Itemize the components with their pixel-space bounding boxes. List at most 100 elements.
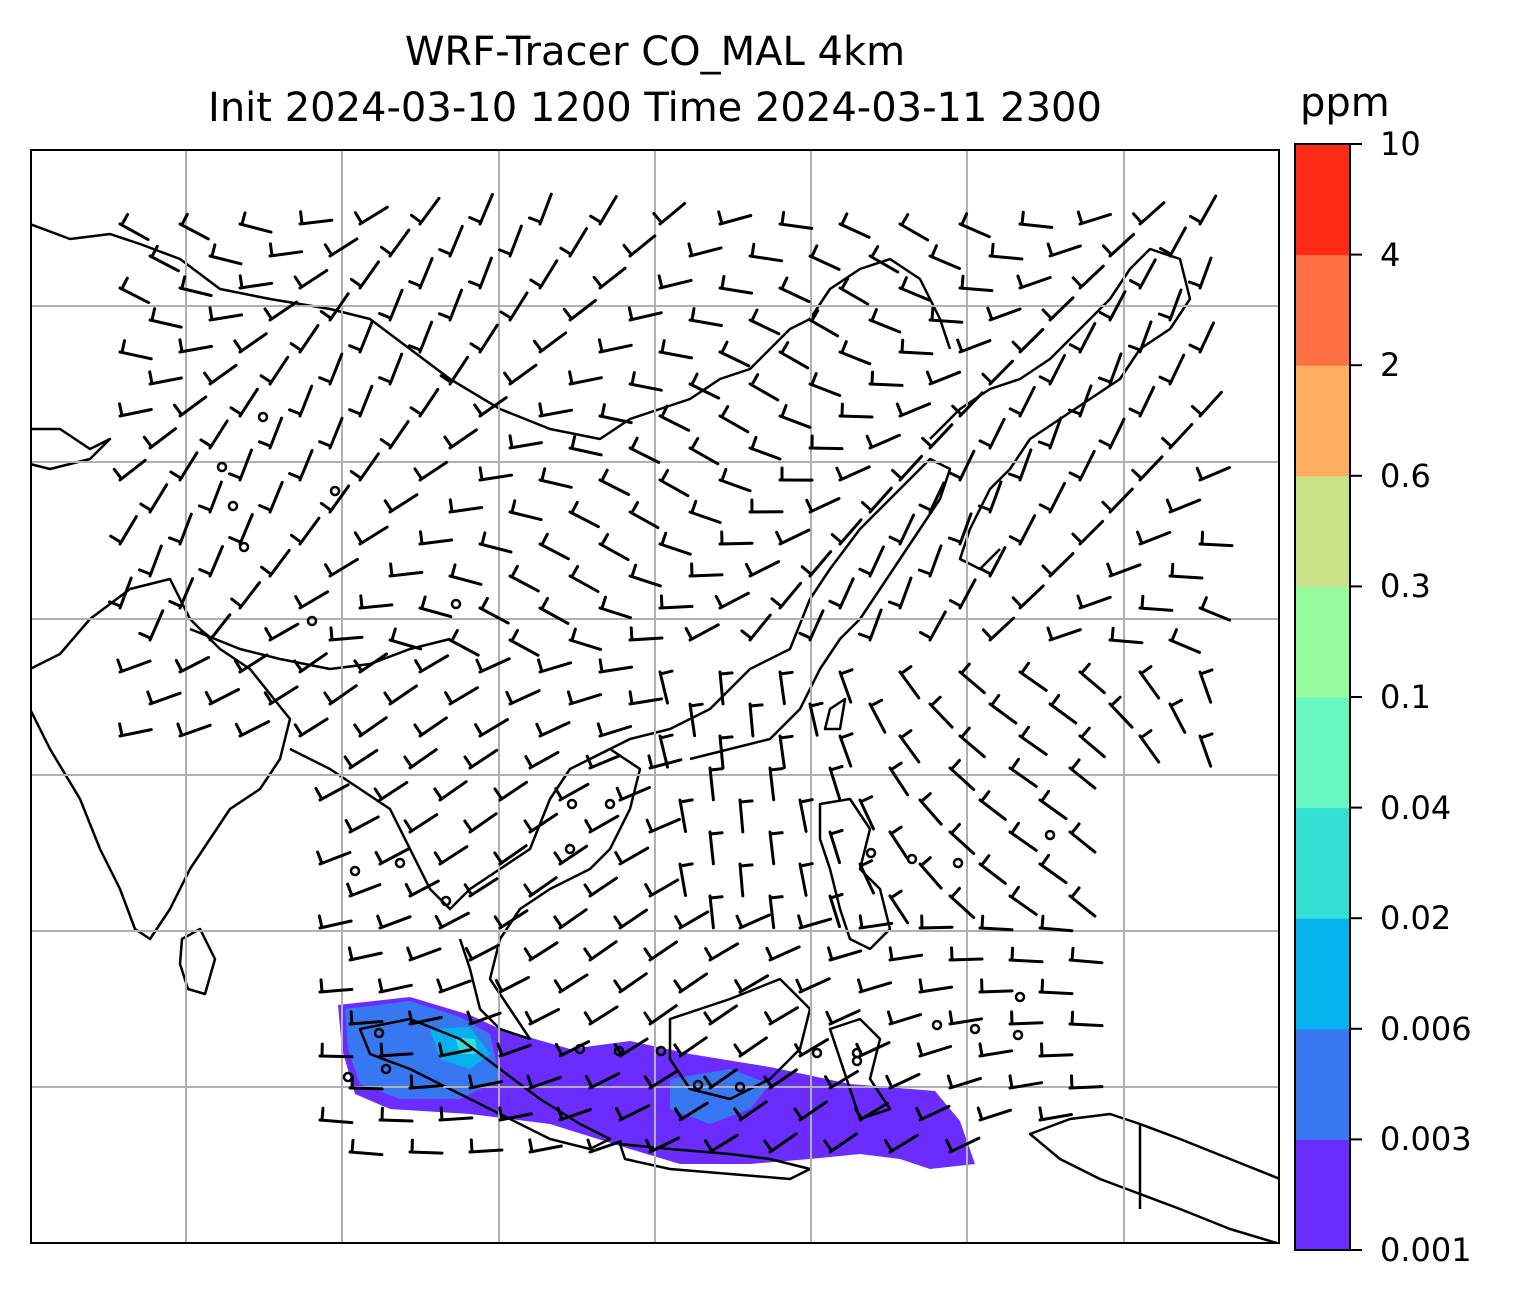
wind-barb: [448, 563, 483, 586]
wind-barb: [343, 749, 379, 770]
wind-barb: [597, 338, 633, 354]
wind-barb: [1041, 552, 1075, 578]
wind-barb: [199, 419, 229, 450]
coastline-indochina: [289, 747, 642, 1041]
wind-barb: [1038, 1042, 1074, 1058]
wind-barb: [858, 795, 875, 831]
colorbar-segment: [1295, 475, 1350, 587]
wind-barb: [1168, 628, 1201, 654]
wind-barb: [528, 192, 553, 226]
wind-barb: [383, 493, 419, 514]
wind-barb: [688, 499, 722, 524]
wind-barb: [978, 417, 1006, 450]
coastline-korea-japan: [929, 247, 1192, 571]
wind-barb: [293, 269, 329, 290]
border-tibet: [189, 627, 451, 671]
calm-wind-marker: [238, 541, 250, 553]
wind-barb: [468, 193, 494, 226]
wind-barb: [1131, 455, 1164, 482]
colorbar-tick-label: 0.02: [1380, 899, 1452, 938]
wind-barb: [178, 338, 213, 354]
wind-barb: [493, 844, 528, 866]
wind-barb: [443, 428, 478, 450]
wind-barb: [613, 972, 648, 994]
wind-barb: [718, 670, 734, 706]
calm-wind-marker: [349, 865, 361, 877]
wind-barb: [765, 945, 801, 962]
calm-wind-marker: [257, 411, 269, 423]
wind-barb: [1068, 322, 1097, 354]
wind-barb: [118, 402, 153, 418]
wind-barb: [463, 812, 498, 834]
wind-barb: [408, 1010, 443, 1026]
calm-wind-marker: [692, 1079, 704, 1091]
colorbar-tick-label: 0.3: [1380, 567, 1431, 606]
wind-barb: [857, 978, 893, 994]
wind-barb: [868, 308, 902, 334]
wind-barb: [1038, 1106, 1073, 1122]
wind-barb: [493, 780, 529, 802]
wind-barb: [1018, 725, 1048, 756]
colorbar-segment: [1295, 697, 1350, 809]
wind-barb: [898, 729, 921, 764]
wind-barb: [673, 972, 708, 994]
wind-barb: [793, 1100, 828, 1122]
wind-barb: [583, 940, 618, 962]
wind-barb: [798, 862, 814, 897]
wind-barb: [498, 224, 523, 258]
wind-barb: [538, 467, 573, 489]
wind-barb: [688, 372, 721, 400]
wind-barb: [1038, 914, 1074, 933]
wind-barb: [1011, 584, 1045, 610]
wind-barb: [948, 758, 976, 791]
wind-barb: [499, 291, 529, 322]
wind-barb: [1046, 626, 1082, 642]
calm-wind-marker: [216, 461, 228, 473]
wind-barb: [468, 256, 493, 290]
wind-barb: [704, 942, 740, 962]
calm-wind-marker: [969, 1023, 981, 1035]
wind-barb: [823, 1132, 858, 1154]
wind-barb: [945, 1136, 981, 1154]
wind-barb: [347, 946, 383, 962]
wind-barb: [473, 396, 508, 418]
wind-barb: [1138, 665, 1161, 700]
colorbar-tick-label: 2: [1380, 346, 1401, 385]
calm-wind-marker: [655, 1045, 667, 1057]
wind-barb: [918, 856, 943, 890]
wind-barb: [888, 946, 924, 962]
wind-barb: [532, 331, 568, 354]
wind-barb: [688, 702, 704, 738]
wind-barb: [178, 275, 213, 297]
wind-barb: [1038, 853, 1068, 885]
wind-barb: [1068, 1074, 1104, 1090]
wind-barb: [314, 783, 350, 802]
wind-barb: [198, 545, 224, 578]
wind-barb: [228, 448, 253, 482]
calm-wind-marker: [906, 853, 918, 865]
wind-barb: [554, 782, 590, 802]
wind-barb: [1008, 946, 1044, 964]
calm-wind-marker: [342, 1071, 354, 1083]
wind-barb: [738, 862, 754, 898]
wind-barb: [463, 877, 499, 898]
wind-barb: [947, 512, 973, 546]
wind-barb: [615, 1104, 651, 1122]
wind-barb: [647, 754, 683, 770]
wind-barb: [748, 435, 782, 461]
colorbar-segment: [1295, 586, 1350, 698]
calm-wind-marker: [1012, 1029, 1024, 1041]
colorbar-segment: [1295, 1139, 1350, 1251]
wind-barb: [146, 690, 182, 706]
wind-barb: [463, 748, 499, 770]
wind-barb: [109, 515, 138, 546]
wind-barb: [553, 908, 588, 930]
wind-barb: [1198, 530, 1234, 548]
wind-barb: [1157, 288, 1183, 322]
wind-barb: [1187, 256, 1213, 290]
coastline-java: [618, 1142, 812, 1181]
wind-barb: [768, 766, 784, 802]
wind-barb: [464, 943, 500, 962]
wind-barb: [1068, 758, 1097, 790]
wind-barb: [708, 766, 724, 802]
